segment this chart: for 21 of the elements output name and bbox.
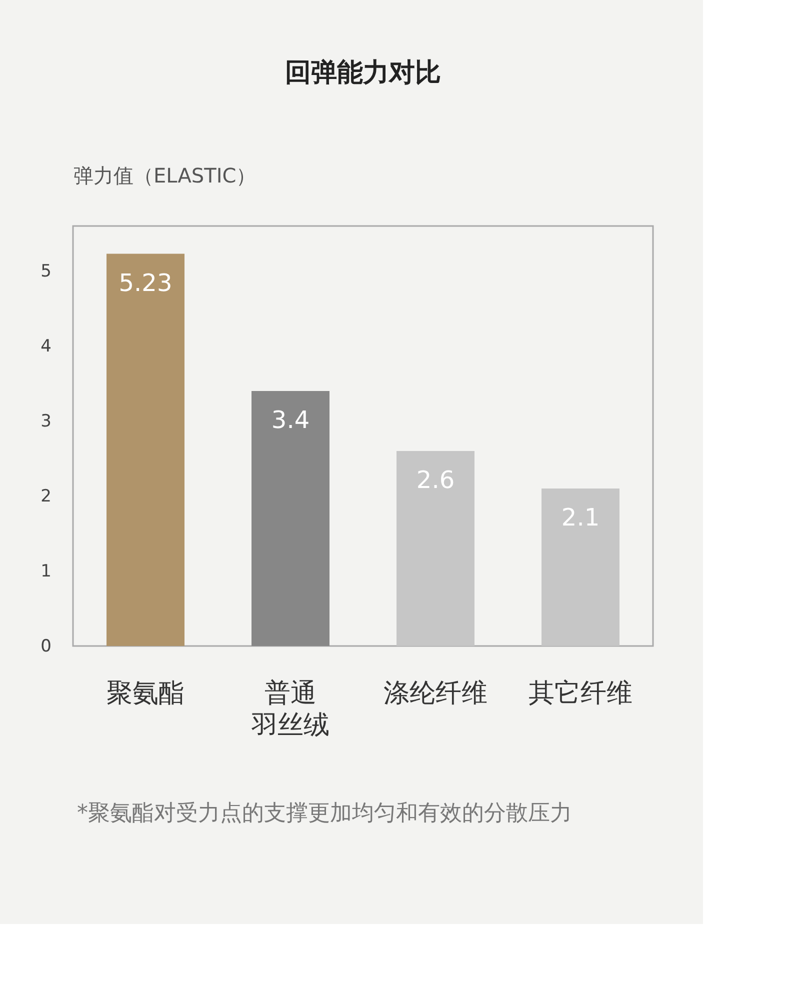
- y-tick-label: 2: [40, 486, 52, 506]
- y-tick-label: 0: [40, 636, 52, 656]
- y-axis-title: 弹力值（ELASTIC）: [74, 164, 256, 188]
- y-tick-label: 4: [40, 336, 52, 356]
- bar: [396, 451, 474, 646]
- y-tick-label: 5: [40, 262, 52, 282]
- data-label: 3.4: [271, 406, 310, 434]
- data-label: 2.1: [561, 504, 600, 532]
- x-tick-label: 普通羽丝绒: [250, 678, 330, 740]
- bar: [106, 254, 184, 646]
- y-tick-label: 1: [40, 562, 52, 582]
- bar: [252, 391, 330, 646]
- chart-title: 回弹能力对比: [285, 58, 441, 88]
- data-label: 5.23: [118, 268, 172, 297]
- text: *聚氨酯对受力点的支撑更加均匀和有效的分散压力: [77, 801, 572, 826]
- x-tick-label: 涤纶纤维: [384, 678, 488, 708]
- x-tick-label: 其它纤维: [528, 678, 632, 708]
- y-tick-label: 3: [40, 412, 52, 432]
- bar: [542, 488, 620, 646]
- data-label: 2.6: [416, 466, 455, 494]
- x-tick-label: 聚氨酯: [106, 678, 184, 708]
